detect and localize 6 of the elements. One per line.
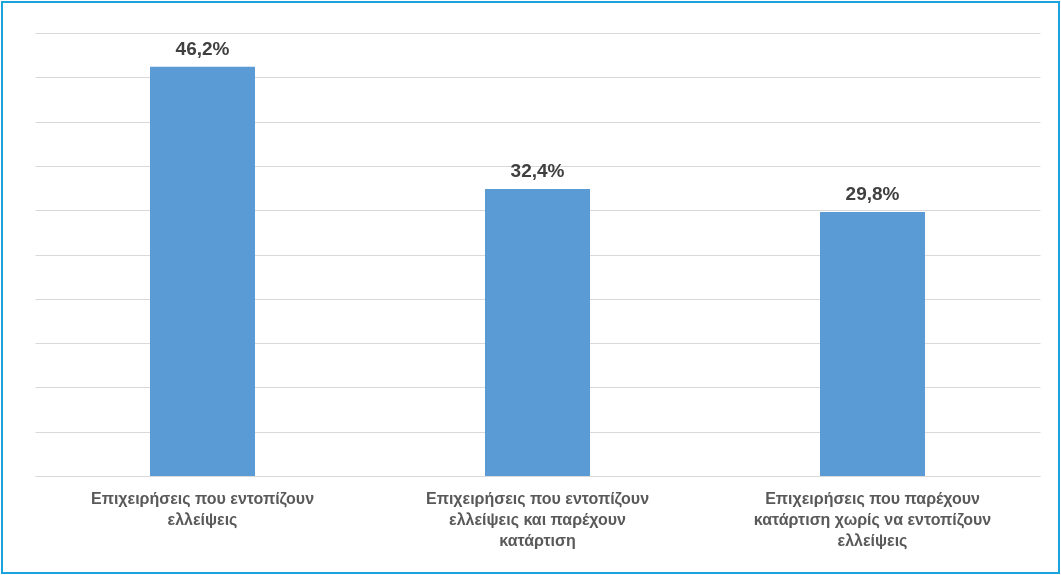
- x-tick-label: Επιχειρήσεις που εντοπίζουν ελλείψεις: [90, 489, 315, 529]
- data-label: 29,8%: [845, 182, 900, 204]
- x-tick-label: Επιχειρήσεις που παρέχουν κατάρτιση χωρίς να εντοπίζουν ελλείψεις: [753, 489, 992, 550]
- data-label: 46,2%: [175, 37, 230, 59]
- data-label: 32,4%: [510, 159, 565, 181]
- x-tick-label: Επιχειρήσεις που εντοπίζουν ελλείψεις και παρέχουν κατάρτιση: [425, 489, 650, 549]
